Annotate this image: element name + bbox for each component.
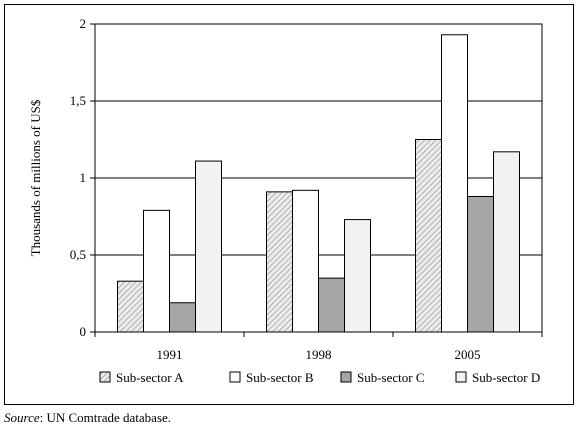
x-tick-label: 1991 <box>157 347 183 362</box>
bar-sub-sector-b-1998 <box>292 189 319 333</box>
bar-sub-sector-b-1991 <box>143 209 170 333</box>
bar-sub-sector-a-2005 <box>415 139 442 333</box>
y-tick-label: 0,5 <box>70 247 86 262</box>
legend-swatch <box>455 371 467 383</box>
y-tick-label: 1,5 <box>70 93 86 108</box>
bar-sub-sector-a-1998 <box>266 191 293 333</box>
y-tick-label: 0 <box>80 324 87 339</box>
y-tick-label: 1 <box>80 170 87 185</box>
bar-sub-sector-a-1991 <box>117 280 144 333</box>
legend: Sub-sector A Sub-sector B Sub-sector C Sub-… <box>99 370 540 385</box>
x-tick-label: 1998 <box>306 347 332 362</box>
chart-frame: 0 0,5 1 1,5 2 1991 1998 2005 Sub-sector A Sub-se… <box>4 4 574 405</box>
plot-area-border <box>94 23 543 333</box>
bar-sub-sector-c-1998 <box>318 277 345 333</box>
y-axis-title: Thousands of millions of US$ <box>28 99 43 256</box>
legend-label: Sub-sector B <box>246 370 314 385</box>
bars <box>117 34 520 333</box>
legend-swatch <box>340 371 352 383</box>
legend-label: Sub-sector C <box>357 370 425 385</box>
y-tick-label: 2 <box>80 16 87 31</box>
source-label: Source <box>4 410 40 425</box>
legend-swatch <box>229 371 241 383</box>
bar-sub-sector-c-2005 <box>467 195 494 333</box>
source-text: : UN Comtrade database. <box>39 410 172 425</box>
bar-sub-sector-c-1991 <box>169 302 196 333</box>
legend-swatch <box>99 371 111 383</box>
legend-label: Sub-sector A <box>116 370 184 385</box>
bar-sub-sector-b-2005 <box>441 34 468 333</box>
bar-sub-sector-d-1998 <box>344 219 371 333</box>
bar-sub-sector-d-1991 <box>195 160 222 333</box>
legend-label: Sub-sector D <box>472 370 540 385</box>
axes: 0 0,5 1 1,5 2 1991 1998 2005 <box>70 16 543 362</box>
x-tick-label: 2005 <box>455 347 481 362</box>
bar-sub-sector-d-2005 <box>493 151 520 333</box>
source-note: Source: UN Comtrade database. <box>4 410 171 426</box>
